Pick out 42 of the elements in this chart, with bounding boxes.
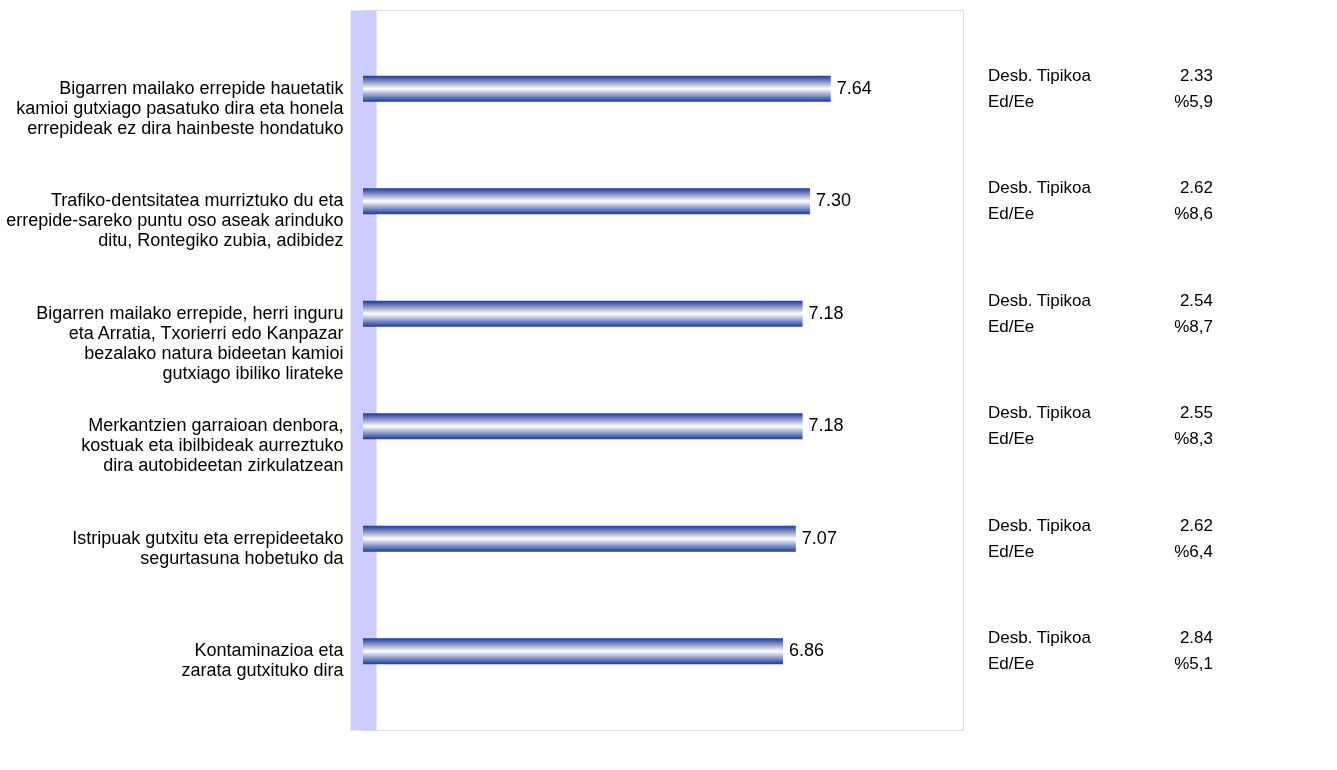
text: Ed/Ee bbox=[988, 429, 1035, 449]
text: 2.62 bbox=[1179, 515, 1213, 535]
text: %8,6 bbox=[1174, 204, 1213, 224]
text: Ed/Ee bbox=[988, 541, 1035, 561]
text: Desb. Tipikoa bbox=[988, 628, 1092, 648]
bar bbox=[363, 638, 783, 665]
y-tick-label: Trafiko-dentsitatea murriztuko du eta errepide-sareko puntu oso aseak arinduko ditu, Rontegiko zubia, adibidez bbox=[6, 190, 345, 251]
text: Desb. Tipikoa bbox=[988, 290, 1092, 310]
bar bbox=[363, 300, 803, 327]
text: Ed/Ee bbox=[988, 204, 1035, 224]
text: 2.55 bbox=[1179, 403, 1213, 423]
y-tick-label: Bigarren mailako errepide hauetatik kamioi gutxiago pasatuko dira eta honela errepideak ez dira hainbeste hondatuko bbox=[16, 77, 345, 138]
text: Ed/Ee bbox=[988, 316, 1035, 336]
data-label: 6.86 bbox=[789, 640, 825, 661]
text: Desb. Tipikoa bbox=[988, 178, 1092, 198]
text: 2.84 bbox=[1179, 628, 1213, 648]
data-label: 7.18 bbox=[808, 415, 844, 436]
bar bbox=[363, 188, 810, 215]
text: %5,1 bbox=[1174, 654, 1213, 674]
text: %8,7 bbox=[1174, 316, 1213, 336]
text: Ed/Ee bbox=[988, 91, 1035, 111]
text: Desb. Tipikoa bbox=[988, 65, 1092, 85]
text: %5,9 bbox=[1174, 91, 1213, 111]
y-tick-label: Istripuak gutxitu eta errepideetako segurtasuna hobetuko da bbox=[72, 527, 345, 568]
data-label: 7.07 bbox=[801, 527, 837, 548]
y-tick-label: Kontaminazioa eta zarata gutxituko dira bbox=[181, 640, 345, 681]
text: Desb. Tipikoa bbox=[988, 403, 1092, 423]
text: %6,4 bbox=[1174, 541, 1213, 561]
data-label: 7.30 bbox=[815, 190, 851, 211]
text: 2.62 bbox=[1179, 178, 1213, 198]
bar bbox=[363, 75, 831, 102]
text: Ed/Ee bbox=[988, 654, 1035, 674]
data-label: 7.64 bbox=[836, 77, 872, 98]
text: Desb. Tipikoa bbox=[988, 515, 1092, 535]
bar bbox=[363, 413, 803, 440]
bar bbox=[363, 525, 796, 552]
text: %8,3 bbox=[1174, 429, 1213, 449]
data-label: 7.18 bbox=[808, 302, 844, 323]
y-tick-label: Merkantzien garraioan denbora, kostuak eta ibilbideak aurreztuko dira autobideetan zirkulatzean bbox=[81, 415, 344, 476]
text: 2.33 bbox=[1179, 65, 1213, 85]
text: 2.54 bbox=[1179, 290, 1213, 310]
y-tick-label: Bigarren mailako errepide, herri inguru eta Arratia, Txorierri edo Kanpazar bezalako natura bideetan kamioi gutxiago ibiliko lirateke bbox=[36, 302, 344, 383]
